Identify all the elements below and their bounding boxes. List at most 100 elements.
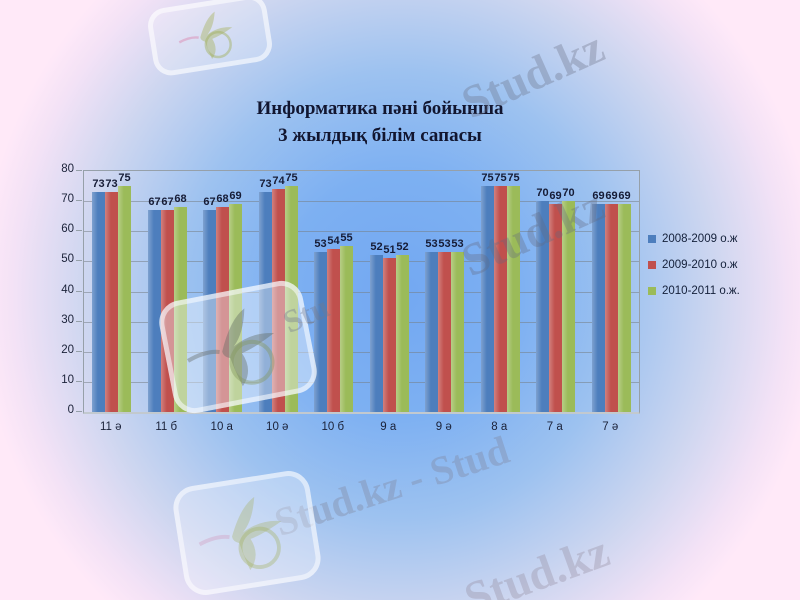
bar-value-label: 69 bbox=[618, 190, 631, 202]
y-axis-tick bbox=[76, 291, 82, 292]
y-axis-tick bbox=[76, 321, 82, 322]
bar-value-label: 70 bbox=[536, 187, 549, 199]
y-axis-label: 50 bbox=[61, 253, 74, 265]
bar bbox=[105, 192, 118, 412]
bar-value-label: 74 bbox=[272, 175, 285, 187]
watermark-logo-hummingbird bbox=[145, 0, 275, 78]
bar-value-label: 68 bbox=[174, 193, 187, 205]
bar-value-label: 53 bbox=[425, 238, 438, 250]
y-axis-tick bbox=[76, 200, 82, 201]
bar-value-label: 55 bbox=[340, 232, 353, 244]
bar-value-label: 52 bbox=[370, 241, 383, 253]
x-axis-label: 7 ә bbox=[602, 421, 619, 433]
watermark-text: Stud.kz - Stud bbox=[269, 426, 515, 545]
gridline bbox=[84, 231, 639, 232]
y-axis-label: 0 bbox=[67, 404, 74, 416]
bar bbox=[216, 207, 229, 412]
bar bbox=[285, 186, 298, 412]
bar bbox=[396, 255, 409, 412]
bar bbox=[451, 252, 464, 412]
bar bbox=[494, 186, 507, 412]
bar bbox=[549, 204, 562, 412]
y-axis-label: 40 bbox=[61, 284, 74, 296]
bar-value-label: 75 bbox=[494, 172, 507, 184]
x-axis-label: 11 б bbox=[155, 421, 178, 433]
bar-value-label: 75 bbox=[118, 172, 131, 184]
y-axis-label: 10 bbox=[61, 374, 74, 386]
legend-item: 2010-2011 о.ж. bbox=[648, 284, 740, 298]
y-axis-tick bbox=[76, 230, 82, 231]
y-axis-tick bbox=[76, 351, 82, 352]
legend-item: 2009-2010 о.ж bbox=[648, 258, 740, 272]
legend: 2008-2009 о.ж 2009-2010 о.ж 2010-2011 о.ж. bbox=[648, 232, 740, 310]
bar-value-label: 73 bbox=[259, 178, 272, 190]
bar bbox=[259, 192, 272, 412]
bar bbox=[536, 201, 549, 412]
bar bbox=[272, 189, 285, 412]
bar bbox=[618, 204, 631, 412]
watermark-logo-hummingbird bbox=[170, 467, 324, 599]
plot-area: 73 73 75 67 67 68 67 68 69 73 74 75 53 54 55 52 51 52 53 53… bbox=[83, 170, 640, 414]
gridline bbox=[84, 322, 639, 323]
legend-swatch bbox=[648, 287, 656, 295]
legend-label: 2010-2011 о.ж. bbox=[662, 285, 740, 297]
y-axis-tick bbox=[76, 411, 82, 412]
bar-value-label: 53 bbox=[438, 238, 451, 250]
gridline bbox=[84, 261, 639, 262]
x-axis-label: 8 а bbox=[491, 421, 508, 433]
x-axis-label: 7 а bbox=[546, 421, 563, 433]
bar-value-label: 73 bbox=[92, 178, 105, 190]
legend-label: 2008-2009 о.ж bbox=[662, 233, 738, 245]
bar bbox=[481, 186, 494, 412]
bar-value-label: 52 bbox=[396, 241, 409, 253]
bar bbox=[507, 186, 520, 412]
bar-value-label: 69 bbox=[592, 190, 605, 202]
y-axis-label: 70 bbox=[61, 193, 74, 205]
chart-title-line1: Информатика пәні бойынша bbox=[256, 98, 504, 119]
bar bbox=[161, 210, 174, 412]
bar bbox=[148, 210, 161, 412]
y-axis-label: 30 bbox=[61, 314, 74, 326]
bar-value-label: 67 bbox=[203, 196, 216, 208]
x-axis-label: 9 а bbox=[380, 421, 397, 433]
bar-value-label: 53 bbox=[451, 238, 464, 250]
gridline bbox=[84, 292, 639, 293]
bar-value-label: 68 bbox=[216, 193, 229, 205]
bar bbox=[562, 201, 575, 412]
legend-swatch bbox=[648, 235, 656, 243]
x-axis-label: 10 а bbox=[210, 421, 233, 433]
bar-value-label: 67 bbox=[161, 196, 174, 208]
x-axis-label: 10 б bbox=[321, 421, 345, 433]
bar-value-label: 70 bbox=[562, 187, 575, 199]
gridline bbox=[84, 382, 639, 383]
legend-swatch bbox=[648, 261, 656, 269]
y-axis-tick bbox=[76, 170, 82, 171]
y-axis-label: 60 bbox=[61, 223, 74, 235]
legend-item: 2008-2009 о.ж bbox=[648, 232, 740, 246]
y-axis-label: 80 bbox=[61, 163, 74, 175]
bar-value-label: 73 bbox=[105, 178, 118, 190]
bar-value-label: 54 bbox=[327, 235, 340, 247]
bar bbox=[383, 258, 396, 412]
watermark-text: Stud.kz bbox=[457, 524, 616, 600]
x-axis-label: 10 ә bbox=[266, 421, 289, 433]
bar-value-label: 69 bbox=[549, 190, 562, 202]
legend-label: 2009-2010 о.ж bbox=[662, 259, 738, 271]
hummingbird-icon bbox=[198, 496, 282, 571]
bar bbox=[425, 252, 438, 412]
bar bbox=[174, 207, 187, 412]
chart-title-line2: 3 жылдық білім сапасы bbox=[278, 125, 482, 146]
hummingbird-icon bbox=[178, 11, 233, 59]
bar-value-label: 75 bbox=[285, 172, 298, 184]
bar-value-label: 53 bbox=[314, 238, 327, 250]
bar-value-label: 67 bbox=[148, 196, 161, 208]
bar bbox=[92, 192, 105, 412]
bar bbox=[340, 246, 353, 412]
bar-value-label: 75 bbox=[507, 172, 520, 184]
bar bbox=[118, 186, 131, 412]
gridline bbox=[84, 352, 639, 353]
bar bbox=[438, 252, 451, 412]
y-axis-label: 20 bbox=[61, 344, 74, 356]
bar bbox=[229, 204, 242, 412]
